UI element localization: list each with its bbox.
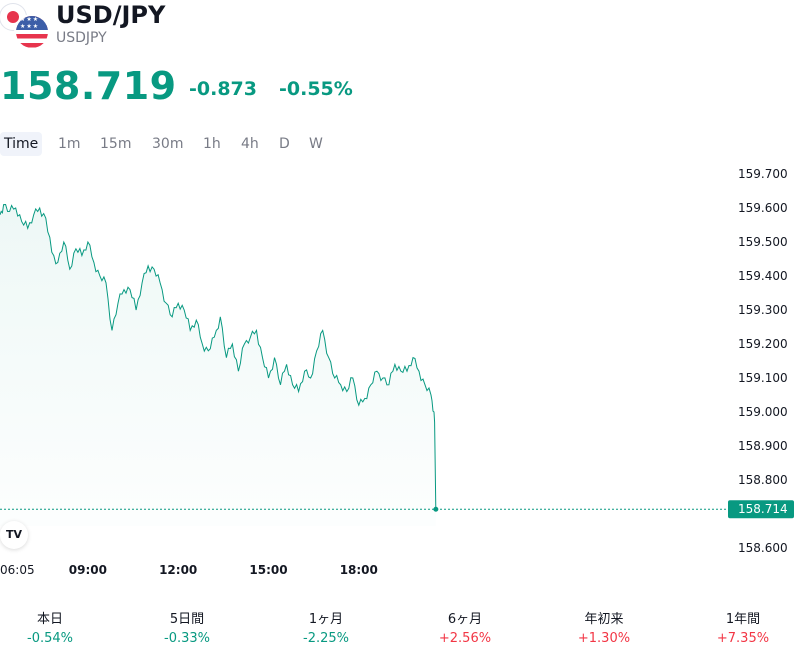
y-tick-label: 159.000 [738, 405, 788, 419]
perf-6m[interactable]: 6ヶ月 +2.56% [415, 610, 515, 648]
perf-5d[interactable]: 5日間 -0.33% [137, 610, 237, 648]
price-row: 158.719 -0.873 -0.55% [0, 64, 800, 108]
y-tick-label: 158.600 [738, 541, 788, 555]
y-tick-label: 159.200 [738, 337, 788, 351]
tab-w[interactable]: W [309, 136, 323, 152]
symbol-header: ★★★ ★★★ USD/JPY USDJPY [0, 0, 800, 60]
y-tick-label: 159.400 [738, 269, 788, 283]
y-tick-label: 159.700 [738, 167, 788, 181]
y-tick-label: 159.500 [738, 235, 788, 249]
x-tick-label: 12:00 [159, 563, 197, 577]
perf-value: +1.30% [577, 631, 631, 646]
symbol-title[interactable]: USD/JPY [56, 1, 166, 29]
y-tick-label: 158.900 [738, 439, 788, 453]
perf-value: -0.54% [27, 631, 73, 646]
x-tick-label: 18:00 [340, 563, 378, 577]
tab-4h[interactable]: 4h [241, 136, 259, 152]
perf-today[interactable]: 本日 -0.54% [0, 610, 100, 648]
tab-1h[interactable]: 1h [203, 136, 221, 152]
perf-label: 5日間 [169, 612, 205, 627]
us-flag-icon: ★★★ ★★★ [16, 16, 48, 48]
y-tick-label: 159.600 [738, 201, 788, 215]
y-tick-label: 159.300 [738, 303, 788, 317]
perf-value: -2.25% [303, 631, 349, 646]
tab-30m[interactable]: 30m [152, 136, 184, 152]
perf-label: 1ヶ月 [308, 612, 344, 627]
tradingview-logo-icon[interactable]: TV [0, 521, 28, 549]
performance-bar: 本日 -0.54% 5日間 -0.33% 1ヶ月 -2.25% 6ヶ月 +2.5… [0, 610, 800, 650]
tab-d[interactable]: D [279, 136, 290, 152]
tab-1m[interactable]: 1m [58, 136, 81, 152]
perf-value: -0.33% [164, 631, 210, 646]
price-line [0, 203, 437, 510]
perf-ytd[interactable]: 年初来 +1.30% [554, 610, 654, 648]
price-chart[interactable]: 159.700 159.600 159.500 159.400 159.300 159.2… [0, 160, 800, 590]
last-price-label-box [728, 500, 794, 519]
perf-label: 年初来 [584, 612, 624, 627]
perf-1y[interactable]: 1年間 +7.35% [693, 610, 793, 648]
x-tick-label: 15:00 [249, 563, 287, 577]
last-price: 158.719 [0, 64, 177, 108]
y-tick-label: 158.800 [738, 473, 788, 487]
last-price-label: 158.714 [738, 502, 788, 516]
price-area [0, 204, 436, 526]
price-change-percent: -0.55% [279, 78, 353, 100]
perf-1m[interactable]: 1ヶ月 -2.25% [276, 610, 376, 648]
tab-15m[interactable]: 15m [100, 136, 132, 152]
symbol-subtitle: USDJPY [56, 30, 107, 46]
x-tick-label: 09:00 [69, 563, 107, 577]
perf-label: 本日 [36, 612, 63, 627]
perf-label: 6ヶ月 [447, 612, 483, 627]
perf-value: +7.35% [716, 631, 770, 646]
perf-value: +2.56% [438, 631, 492, 646]
x-tick-label: 06:05 [0, 563, 35, 577]
tab-time[interactable]: Time [0, 132, 43, 156]
price-change: -0.873 [189, 78, 257, 100]
y-tick-label: 159.100 [738, 371, 788, 385]
last-price-dot [433, 506, 439, 512]
perf-label: 1年間 [725, 612, 761, 627]
